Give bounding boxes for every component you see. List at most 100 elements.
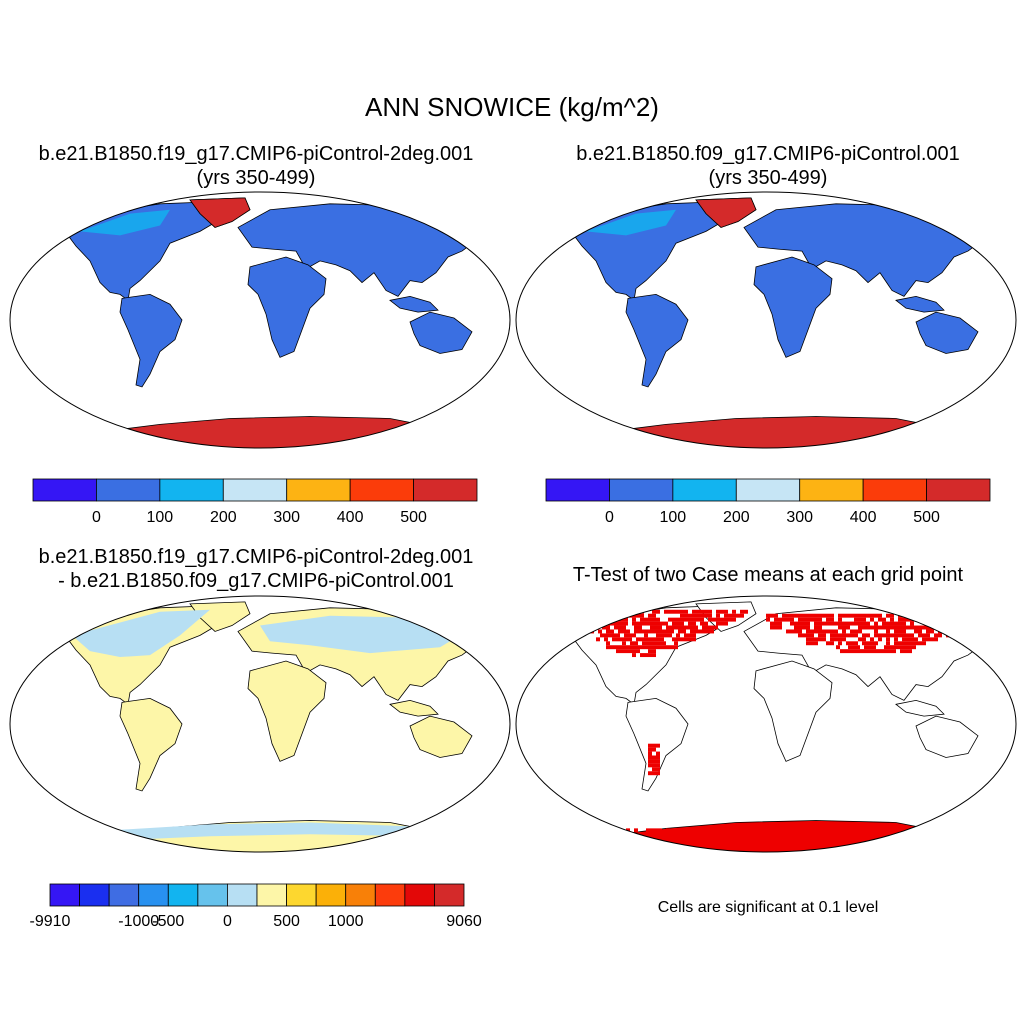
significant-cell — [652, 759, 656, 764]
significant-cell — [724, 617, 728, 622]
significant-cell — [870, 613, 874, 618]
significant-cell — [838, 637, 842, 642]
significant-cell — [684, 617, 688, 622]
significant-cell — [684, 840, 688, 845]
significant-cell — [812, 840, 816, 845]
significant-cell — [756, 836, 760, 841]
significant-cell — [828, 840, 832, 845]
significant-cell — [604, 609, 608, 614]
significant-cell — [782, 832, 786, 837]
significant-cell — [712, 840, 716, 845]
significant-cell — [612, 633, 616, 638]
significant-cell — [858, 629, 862, 634]
significant-cell — [786, 828, 790, 833]
significant-cell — [842, 637, 846, 642]
significant-cell — [716, 617, 720, 622]
significant-cell — [712, 617, 716, 622]
colorbar-swatch — [735, 478, 801, 502]
colorbar-swatch — [315, 883, 347, 907]
significant-cell — [870, 828, 874, 833]
colorbar-tick-label: 0 — [223, 913, 232, 930]
significant-cell — [900, 836, 904, 841]
significant-cell — [738, 848, 742, 852]
significant-cell — [814, 637, 818, 642]
significant-cell — [802, 633, 806, 638]
significant-cell — [962, 617, 966, 622]
significant-cell — [592, 609, 596, 614]
significant-cell — [734, 828, 738, 833]
significant-cell — [682, 832, 686, 837]
significant-cell — [636, 621, 640, 626]
significant-cell — [882, 828, 886, 833]
significant-cell — [668, 633, 672, 638]
significant-cell — [882, 621, 886, 626]
colorbar-tick-label: 0 — [605, 509, 614, 526]
significant-cell — [776, 840, 780, 845]
significant-cell — [826, 621, 830, 626]
significant-cell — [750, 828, 754, 833]
significant-cell — [612, 617, 616, 622]
significant-cell — [830, 848, 834, 852]
significant-cell — [894, 629, 898, 634]
significant-cell — [726, 848, 730, 852]
panel3-title: b.e21.B1850.f19_g17.CMIP6-piControl-2deg… — [0, 545, 512, 593]
significant-cell — [868, 649, 872, 654]
significant-cell — [904, 840, 908, 845]
significant-cell — [890, 828, 894, 833]
significant-cell — [898, 641, 902, 646]
significant-cell — [624, 633, 628, 638]
significant-cell — [778, 844, 782, 849]
significant-cell — [652, 767, 656, 772]
significant-cell — [898, 625, 902, 630]
significant-cell — [886, 641, 890, 646]
significant-cell — [826, 828, 830, 833]
significant-cell — [954, 621, 958, 626]
significant-cell — [620, 637, 624, 642]
significant-cell — [786, 613, 790, 618]
significant-cell — [584, 617, 588, 622]
significant-cell — [634, 625, 638, 630]
significant-cell — [898, 828, 902, 833]
significant-cell — [632, 649, 636, 654]
significant-cell — [750, 844, 754, 849]
significant-cell — [914, 629, 918, 634]
significant-cell — [786, 848, 790, 852]
significant-cell — [704, 840, 708, 845]
significant-cell — [648, 755, 652, 760]
significant-cell — [576, 613, 580, 618]
significant-cell — [630, 848, 634, 852]
significant-cell — [656, 621, 660, 626]
significant-cell — [806, 637, 810, 642]
significant-cell — [652, 763, 656, 768]
significant-cell — [902, 617, 906, 622]
significant-cell — [612, 609, 616, 614]
significant-cell — [926, 637, 930, 642]
significant-cell — [830, 844, 834, 849]
significant-cell — [808, 840, 812, 845]
significant-cell — [866, 621, 870, 626]
significant-cell — [672, 621, 676, 626]
significant-cell — [720, 840, 724, 845]
significant-cell — [818, 832, 822, 837]
significant-cell — [796, 840, 800, 845]
significant-cell — [938, 633, 942, 638]
significant-cell — [616, 621, 620, 626]
significant-cell — [626, 832, 630, 837]
significant-cell — [762, 828, 766, 833]
case1-arctic-snow — [80, 209, 170, 236]
significant-cell — [622, 645, 626, 650]
significant-cell — [700, 609, 704, 614]
significant-cell — [878, 625, 882, 630]
significant-cell — [902, 625, 906, 630]
colorbar-swatch — [862, 478, 927, 502]
significant-cell — [888, 645, 892, 650]
colorbar-swatch — [138, 883, 169, 907]
significant-cell — [820, 836, 824, 841]
significant-cell — [640, 617, 644, 622]
significant-cell — [794, 621, 798, 626]
significant-cell — [918, 641, 922, 646]
significant-cell — [680, 840, 684, 845]
significant-cell — [726, 828, 730, 833]
significant-cell — [648, 621, 652, 626]
case2-antarctica — [603, 415, 947, 448]
